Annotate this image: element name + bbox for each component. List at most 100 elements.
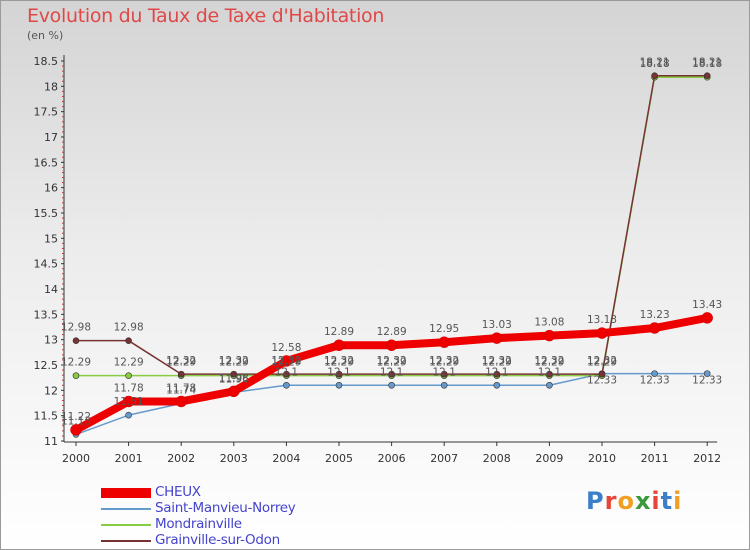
x-tick-label: 2000	[62, 452, 90, 465]
y-tick-label: 17	[44, 131, 58, 144]
data-point-grainville-sur-odon	[546, 370, 553, 378]
data-point-cheux	[70, 424, 82, 436]
data-point-grainville-sur-odon	[651, 72, 658, 79]
data-label-mondrainville: 12.29	[166, 357, 196, 369]
data-point-grainville-sur-odon	[177, 370, 185, 378]
data-label-cheux: 11.78	[114, 382, 144, 394]
y-tick-label: 12	[44, 384, 58, 397]
data-point-cheux	[648, 322, 661, 334]
data-point-cheux	[228, 385, 240, 398]
data-label-mondrainville: 18.18	[692, 58, 722, 70]
data-label-mondrainville: 12.29	[271, 357, 301, 369]
y-tick-label: 14.5	[34, 258, 59, 271]
data-label-cheux: 13.23	[640, 309, 670, 321]
data-label-cheux: 13.08	[534, 317, 564, 329]
legend-label: Mondrainville	[155, 516, 242, 532]
data-label-grainville-sur-odon: 18.21	[640, 57, 670, 69]
y-tick-label: 18.5	[34, 55, 59, 68]
data-label-cheux: 12.58	[271, 342, 301, 354]
x-tick-label: 2003	[220, 452, 248, 465]
data-point-cheux	[596, 327, 608, 339]
data-label-saint-manvieu-norrey: 12.1	[433, 366, 456, 378]
data-label-saint-manvieu-norrey: 12.1	[327, 366, 350, 378]
data-label-saint-manvieu-norrey: 12.33	[640, 375, 670, 387]
data-point-grainville-sur-odon	[283, 370, 290, 378]
data-label-saint-manvieu-norrey: 11.74	[166, 385, 196, 397]
logo-letter: i	[673, 487, 683, 515]
data-point-cheux	[175, 395, 187, 408]
x-tick-label: 2007	[430, 452, 458, 465]
legend-swatch	[101, 508, 151, 510]
y-tick-label: 11	[44, 435, 58, 448]
data-point-cheux	[385, 339, 398, 351]
data-point-saint-manvieu-norrey	[335, 381, 343, 389]
data-label-cheux: 13.13	[587, 314, 617, 326]
y-tick-label: 15	[44, 232, 58, 245]
data-label-cheux: 11.78	[166, 382, 196, 394]
data-label-saint-manvieu-norrey: 11.13	[61, 415, 91, 427]
data-label-saint-manvieu-norrey: 11.96	[219, 373, 249, 385]
data-point-grainville-sur-odon	[493, 370, 501, 378]
data-label-grainville-sur-odon: 12.32	[271, 355, 301, 367]
data-label-saint-manvieu-norrey: 12.1	[485, 366, 508, 378]
y-tick-label: 11.5	[34, 410, 59, 423]
data-label-grainville-sur-odon: 12.32	[429, 355, 459, 367]
y-tick-label: 15.5	[34, 207, 59, 220]
data-label-saint-manvieu-norrey: 12.1	[538, 366, 561, 378]
data-point-grainville-sur-odon	[440, 370, 448, 378]
proxiti-logo: Proxiti	[586, 487, 682, 515]
data-point-mondrainville	[125, 372, 132, 379]
legend-label: Grainville-sur-Odon	[155, 532, 280, 548]
data-label-grainville-sur-odon: 12.98	[61, 322, 91, 334]
y-tick-label: 13.5	[34, 308, 59, 321]
data-point-saint-manvieu-norrey	[125, 411, 132, 419]
chart-unit: (en %)	[27, 29, 64, 42]
data-label-cheux: 13.03	[482, 319, 512, 331]
x-tick-label: 2005	[325, 452, 353, 465]
data-label-grainville-sur-odon: 12.32	[587, 355, 617, 367]
x-tick-label: 2006	[378, 452, 406, 465]
data-label-cheux: 11.98	[219, 372, 249, 384]
data-label-cheux: 12.95	[429, 323, 459, 335]
data-point-saint-manvieu-norrey	[651, 370, 658, 377]
data-labels: 11.13 11.51 11.74 11.96 12.1 12.1 12.1 12.1 12.1…	[61, 57, 722, 428]
data-label-mondrainville: 12.29	[482, 357, 512, 369]
x-tick-label: 2002	[167, 452, 195, 465]
data-label-cheux: 12.89	[377, 326, 407, 338]
x-tick-label: 2009	[535, 452, 563, 465]
data-label-grainville-sur-odon: 12.98	[114, 322, 144, 334]
x-tick-label: 2011	[641, 452, 669, 465]
legend-swatch	[101, 540, 151, 542]
legend-label: CHEUX	[155, 484, 201, 500]
data-label-mondrainville: 12.29	[219, 357, 249, 369]
data-label-saint-manvieu-norrey: 12.1	[275, 366, 298, 378]
data-point-grainville-sur-odon	[703, 72, 711, 79]
data-label-mondrainville: 12.29	[377, 357, 407, 369]
data-point-saint-manvieu-norrey	[703, 370, 711, 377]
logo-letter: t	[660, 487, 674, 515]
data-point-grainville-sur-odon	[230, 370, 238, 378]
data-point-saint-manvieu-norrey	[440, 381, 448, 389]
data-point-mondrainville	[72, 372, 80, 379]
data-point-saint-manvieu-norrey	[493, 381, 501, 389]
y-tick-label: 18	[44, 80, 58, 93]
x-tick-label: 2010	[588, 452, 616, 465]
data-label-cheux: 11.22	[61, 411, 91, 423]
data-label-cheux: 13.43	[692, 299, 722, 311]
data-point-saint-manvieu-norrey	[546, 381, 553, 389]
data-point-cheux	[543, 329, 556, 342]
data-point-grainville-sur-odon	[598, 370, 606, 378]
data-label-saint-manvieu-norrey: 12.33	[587, 375, 617, 387]
data-label-saint-manvieu-norrey: 12.1	[380, 366, 403, 378]
data-label-grainville-sur-odon: 12.32	[166, 355, 196, 367]
data-label-mondrainville: 12.29	[114, 357, 144, 369]
data-point-grainville-sur-odon	[125, 337, 132, 344]
data-label-cheux: 12.89	[324, 326, 354, 338]
data-point-cheux	[280, 355, 293, 367]
x-tick-label: 2012	[693, 452, 721, 465]
logo-letter: r	[604, 487, 618, 515]
y-tick-label: 16	[44, 182, 58, 195]
series-lines	[70, 72, 713, 438]
legend-swatch	[101, 488, 151, 498]
